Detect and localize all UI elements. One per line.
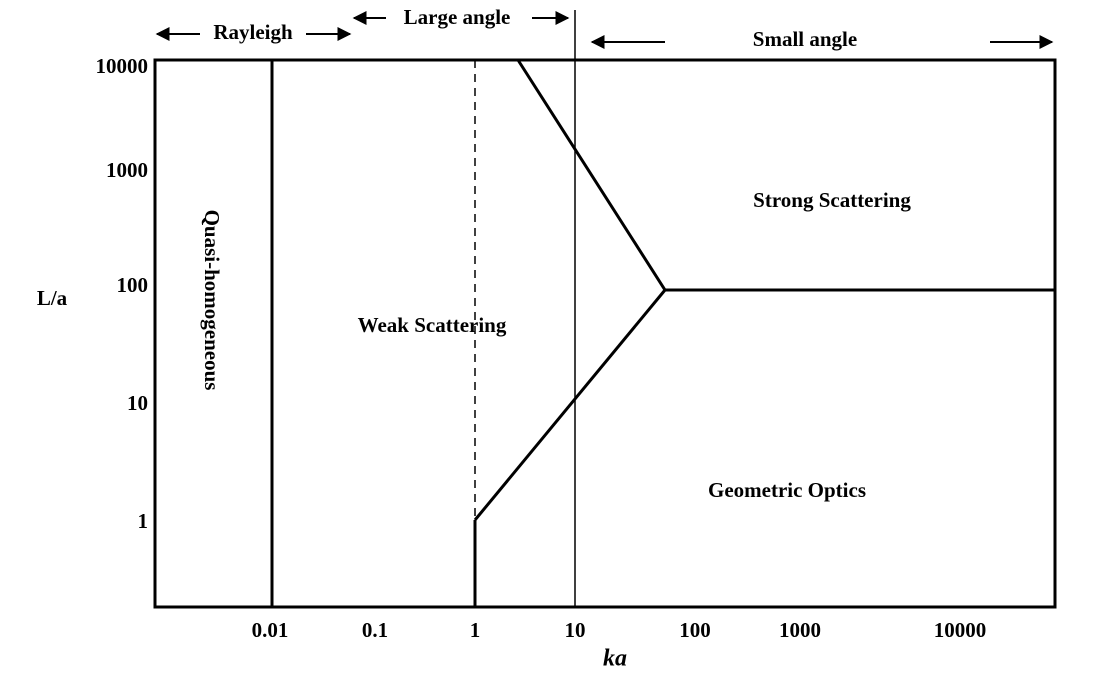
y-ticks: 10000 1000 100 10 1 — [96, 54, 149, 533]
tick-label: 10 — [127, 391, 148, 415]
region-label: Geometric Optics — [708, 478, 866, 502]
tick-label: 0.01 — [252, 618, 289, 642]
tick-label: 10000 — [96, 54, 149, 78]
boundary-line — [473, 289, 667, 521]
top-label: Rayleigh — [213, 20, 293, 44]
tick-label: 10 — [565, 618, 586, 642]
region-label: Strong Scattering — [753, 188, 911, 212]
x-axis-label: ka — [603, 646, 627, 672]
tick-label: 1000 — [106, 158, 148, 182]
tick-label: 0.1 — [362, 618, 388, 642]
tick-label: 10000 — [934, 618, 987, 642]
x-ticks: 0.01 0.1 1 10 100 1000 10000 — [252, 618, 987, 642]
plot-frame — [153, 58, 1057, 609]
region-label: Quasi-homogeneous — [200, 210, 224, 391]
tick-label: 100 — [117, 273, 149, 297]
region-label: Weak Scattering — [358, 313, 507, 337]
top-label: Large angle — [404, 5, 511, 29]
top-label: Small angle — [753, 27, 857, 51]
tick-label: 100 — [679, 618, 711, 642]
tick-label: 1000 — [779, 618, 821, 642]
tick-label: 1 — [470, 618, 481, 642]
boundary-line — [516, 59, 1055, 292]
y-axis-label: L/a — [37, 286, 68, 310]
tick-label: 1 — [138, 509, 149, 533]
